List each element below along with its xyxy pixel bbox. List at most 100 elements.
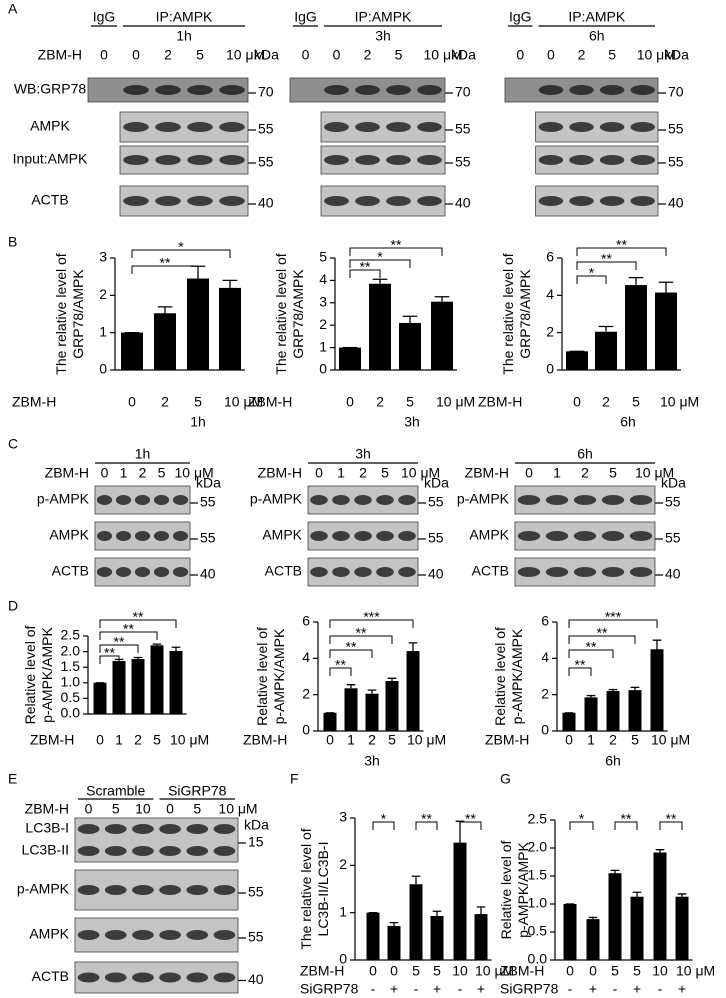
blot-band xyxy=(104,824,127,834)
x-tick-label: 10 μM xyxy=(224,394,263,410)
blot-band xyxy=(104,885,127,895)
error-bar xyxy=(628,276,644,286)
significance-label: ** xyxy=(666,811,677,827)
lane-label: 10 μM xyxy=(175,465,214,481)
row-label: LC3B-I xyxy=(25,820,69,836)
y-tick-label: 4 xyxy=(302,649,310,665)
significance-label: ** xyxy=(586,639,597,655)
x-tick-label: 0 xyxy=(566,963,574,979)
x-tick-label: 1 xyxy=(115,732,123,748)
blot-band xyxy=(599,85,625,95)
blot-band xyxy=(630,196,655,206)
significance-bracket xyxy=(349,259,411,268)
bar xyxy=(93,682,107,714)
significance-bracket xyxy=(576,247,667,256)
y-tick-label: 0.5 xyxy=(528,923,548,939)
y-tick-label: 2.5 xyxy=(61,627,81,643)
significance-bracket xyxy=(99,631,158,640)
error-bar xyxy=(367,689,377,694)
bar xyxy=(430,915,444,960)
x-tick-label: 2 xyxy=(161,394,169,410)
bar xyxy=(406,651,420,731)
size-marker: 55 xyxy=(258,121,274,137)
y-axis-label: p-AMPK/AMPK xyxy=(515,842,531,938)
error-bar xyxy=(476,906,486,915)
y-tick-label: 2 xyxy=(546,323,554,339)
blot-band xyxy=(398,495,416,505)
x-tick-label: 0 xyxy=(128,394,136,410)
blot-band xyxy=(134,531,151,541)
kda-label: kDa xyxy=(424,475,449,491)
x-tick-label: 10 μM xyxy=(436,394,475,410)
group-label: SiGRP78 xyxy=(500,981,559,997)
lane-label: 1 xyxy=(120,465,128,481)
x-title: 6h xyxy=(620,414,636,430)
bar xyxy=(653,852,667,960)
lane-label: 0 xyxy=(101,465,109,481)
x-axis-label: ZBM-H xyxy=(478,394,522,410)
blot-band xyxy=(104,930,127,940)
y-tick-label: 3 xyxy=(319,294,327,310)
bar xyxy=(474,914,488,960)
row-label: AMPK xyxy=(30,118,70,134)
blot-band xyxy=(354,531,372,541)
x-tick-label: 2 xyxy=(134,732,142,748)
significance-bracket xyxy=(568,619,658,628)
blot-band xyxy=(77,972,100,983)
row-label: AMPK xyxy=(29,926,69,942)
group-value: - xyxy=(568,981,573,997)
blot-band xyxy=(517,531,541,541)
group-value: - xyxy=(371,981,376,997)
row-label: p-AMPK xyxy=(17,881,70,897)
y-tick-label: 2.5 xyxy=(528,811,548,827)
panel-letter: G xyxy=(500,771,511,787)
size-marker: 55 xyxy=(248,929,264,945)
panel-letter: C xyxy=(8,436,18,452)
blot-band xyxy=(310,531,328,541)
size-marker: 55 xyxy=(668,154,684,170)
lane-label: 10 μM xyxy=(218,801,257,817)
blot-band xyxy=(186,824,209,834)
x-tick-label: 5 xyxy=(631,732,639,748)
y-axis-label: Relative level of xyxy=(492,627,508,726)
bar xyxy=(344,688,358,731)
significance-bracket xyxy=(99,644,139,653)
y-tick-label: 1 xyxy=(99,323,107,339)
blot-header: IgG xyxy=(93,9,116,25)
blot-band xyxy=(155,155,181,165)
significance-label: ** xyxy=(621,811,632,827)
blot-band xyxy=(629,495,653,505)
panel-letter: D xyxy=(8,598,18,614)
row-label: ACTB xyxy=(31,192,68,208)
x-tick-label: 10 μM xyxy=(676,963,715,979)
error-bar xyxy=(372,278,388,284)
lane-label: 0 xyxy=(547,47,555,63)
lane-label: 5 xyxy=(193,801,201,817)
x-axis-label: ZBM-H xyxy=(243,732,287,748)
x-tick-label: 5 xyxy=(412,963,420,979)
significance-label: ** xyxy=(356,625,367,641)
blot-band xyxy=(77,930,100,940)
error-bar xyxy=(610,869,620,874)
size-marker: 55 xyxy=(455,121,471,137)
lane-label: 0 xyxy=(333,47,341,63)
significance-label: ** xyxy=(575,657,586,673)
lane-label: 2 xyxy=(139,465,147,481)
error-bar xyxy=(586,694,596,698)
x-tick-label: 2 xyxy=(602,394,610,410)
blot-band xyxy=(134,567,151,577)
lane-label: 5 xyxy=(395,47,403,63)
lane-label: 0 xyxy=(302,47,310,63)
y-tick-label: 6 xyxy=(541,613,549,629)
y-axis-label: The relative level of xyxy=(273,253,289,375)
group-value: + xyxy=(390,981,398,997)
y-tick-label: 3 xyxy=(339,809,347,825)
blot-band xyxy=(115,495,132,505)
lane-label: 0 xyxy=(166,801,174,817)
blot-header: IP:AMPK xyxy=(355,9,412,25)
lane-label: 2 xyxy=(364,47,372,63)
blot-band xyxy=(601,531,625,541)
x-tick-label: 5 xyxy=(611,963,619,979)
x-tick-label: 5 xyxy=(406,394,414,410)
blot-band xyxy=(324,196,349,206)
